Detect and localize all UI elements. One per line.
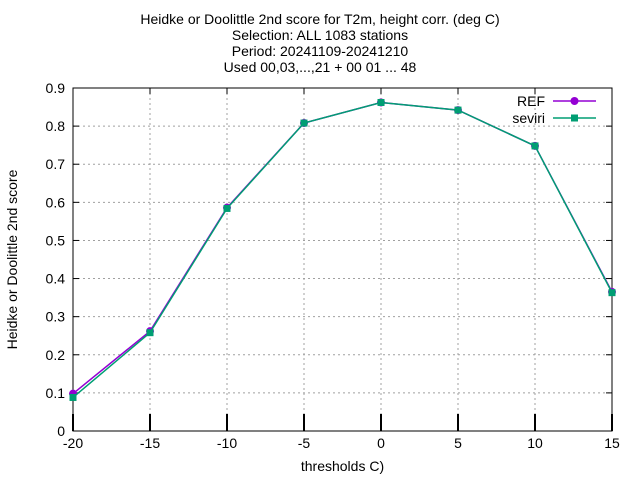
data-point-seviri [454, 106, 462, 114]
x-tick-label: 0 [377, 435, 385, 451]
series-line-seviri [72, 101, 613, 399]
legend-marker-seviri [571, 114, 578, 122]
y-tick-label: 0.8 [46, 118, 66, 134]
y-tick-label: 0.1 [46, 385, 66, 401]
data-point-seviri [146, 329, 154, 337]
y-tick-label: 0.2 [46, 347, 66, 363]
y-tick-label: 0.9 [46, 80, 66, 96]
data-point-seviri [223, 204, 231, 212]
x-tick-label: -15 [140, 435, 160, 451]
plot-frame [72, 87, 613, 432]
legend-label-seviri: seviri [512, 110, 545, 126]
y-tick-label: 0.5 [46, 232, 66, 248]
data-point-seviri [531, 142, 539, 150]
chart-title-line-4: Used 00,03,...,21 + 00 01 ... 48 [223, 59, 417, 75]
y-tick-label: 0.4 [46, 271, 66, 287]
data-point-seviri [377, 98, 385, 106]
legend-marker-ref [570, 97, 579, 105]
x-tick-label: -5 [298, 435, 311, 451]
chart-title-line-1: Heidke or Doolittle 2nd score for T2m, h… [140, 11, 500, 27]
x-tick-label: 15 [604, 435, 620, 451]
x-tick-label: 10 [527, 435, 543, 451]
x-tick-label: -10 [217, 435, 237, 451]
chart-title-line-3: Period: 20241109-20241210 [231, 43, 409, 59]
y-tick-label: 0.3 [46, 309, 66, 325]
x-axis-label: thresholds C) [301, 458, 384, 474]
data-point-seviri [608, 289, 616, 297]
series [69, 98, 616, 401]
x-tick-label: 5 [454, 435, 462, 451]
x-tick-label: -20 [63, 435, 83, 451]
axes: 0 0.1 0.2 0.3 0.4 0.5 0.6 0.7 0.8 0.9 -20 -15 -10 -5 0… [46, 80, 620, 451]
data-point-seviri [69, 393, 77, 401]
y-axis-label: Heidke or Doolittle 2nd score [4, 169, 20, 349]
y-tick-label: 0.6 [46, 194, 66, 210]
data-point-seviri [300, 119, 308, 127]
grid [73, 88, 612, 431]
legend-label-ref: REF [517, 93, 545, 109]
y-tick-label: 0 [57, 423, 65, 439]
chart-title-line-2: Selection: ALL 1083 stations [231, 27, 409, 43]
y-tick-label: 0.7 [46, 156, 66, 172]
